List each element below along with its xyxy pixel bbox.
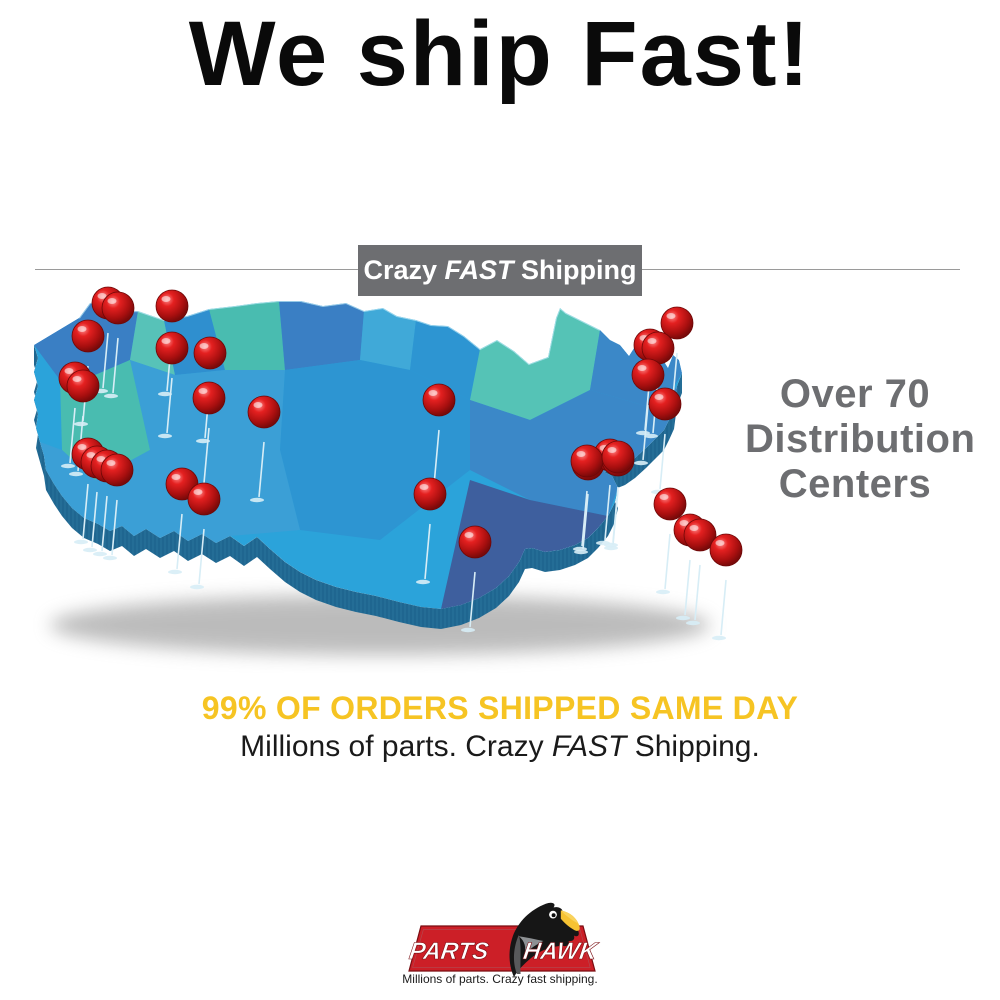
svg-text:PARTS: PARTS bbox=[408, 938, 491, 965]
svg-text:HAWK: HAWK bbox=[522, 938, 601, 965]
